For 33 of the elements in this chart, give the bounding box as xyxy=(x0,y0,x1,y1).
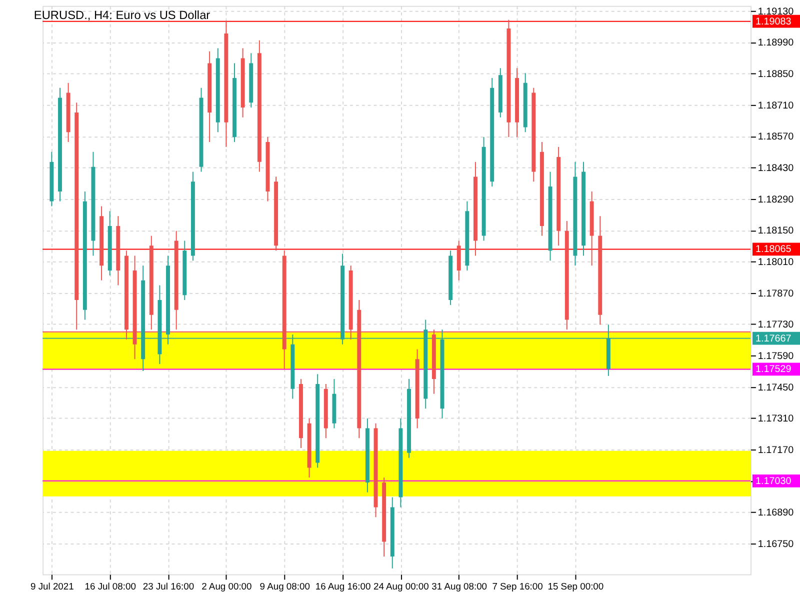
x-tick-label: 16 Aug 16:00 xyxy=(315,580,371,592)
y-tick-label: 1.16890 xyxy=(758,508,794,519)
x-tick-label: 9 Jul 2021 xyxy=(30,580,74,592)
y-tick-label: 1.18850 xyxy=(758,68,794,80)
chart-title: EURUSD., H4: Euro vs US Dollar xyxy=(34,8,210,22)
ref-line-label: 1.17030 xyxy=(755,476,792,487)
y-tick-label: 1.17870 xyxy=(758,288,794,300)
x-tick-label: 16 Jul 08:00 xyxy=(84,580,136,592)
y-tick-label: 1.18010 xyxy=(758,257,794,268)
x-tick-label: 24 Aug 00:00 xyxy=(374,580,429,592)
y-tick-label: 1.18990 xyxy=(758,38,794,49)
y-tick-label: 1.17450 xyxy=(758,382,794,394)
x-tick-label: 23 Jul 16:00 xyxy=(142,580,194,592)
y-tick-label: 1.16750 xyxy=(758,539,794,550)
x-tick-label: 7 Sep 16:00 xyxy=(492,580,543,592)
y-tick-label: 1.18710 xyxy=(758,100,794,112)
ref-line-label: 1.19083 xyxy=(755,16,792,28)
y-tick-label: 1.17590 xyxy=(758,351,794,362)
ref-line-label: 1.17529 xyxy=(755,364,792,376)
y-tick-label: 1.17170 xyxy=(758,445,794,456)
ref-line-label: 1.18065 xyxy=(755,244,792,256)
x-tick-label: 31 Aug 08:00 xyxy=(432,580,488,592)
y-tick-label: 1.18150 xyxy=(758,226,794,237)
x-tick-label: 2 Aug 00:00 xyxy=(202,580,252,592)
x-tick-label: 15 Sep 00:00 xyxy=(548,580,604,592)
y-tick-label: 1.18570 xyxy=(758,132,794,143)
y-tick-label: 1.18290 xyxy=(758,194,794,206)
x-tick-label: 9 Aug 08:00 xyxy=(260,580,310,592)
y-tick-label: 1.19130 xyxy=(758,6,794,18)
y-tick-label: 1.18430 xyxy=(758,162,794,174)
ref-line-label: 1.17667 xyxy=(755,333,792,344)
y-tick-label: 1.17310 xyxy=(758,414,794,425)
y-tick-label: 1.17730 xyxy=(758,320,794,331)
